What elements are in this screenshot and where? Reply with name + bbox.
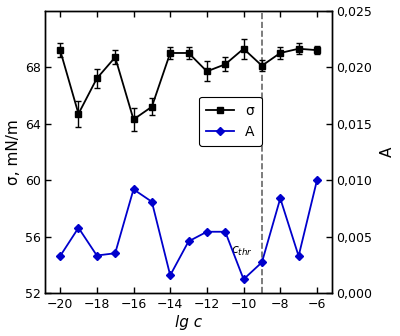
Legend: σ, A: σ, A — [200, 97, 262, 145]
Text: $c_\mathregular{thr}$: $c_\mathregular{thr}$ — [231, 244, 253, 257]
X-axis label: lg c: lg c — [175, 316, 202, 330]
Y-axis label: σ, mN/m: σ, mN/m — [6, 119, 20, 185]
Y-axis label: A: A — [380, 147, 394, 157]
